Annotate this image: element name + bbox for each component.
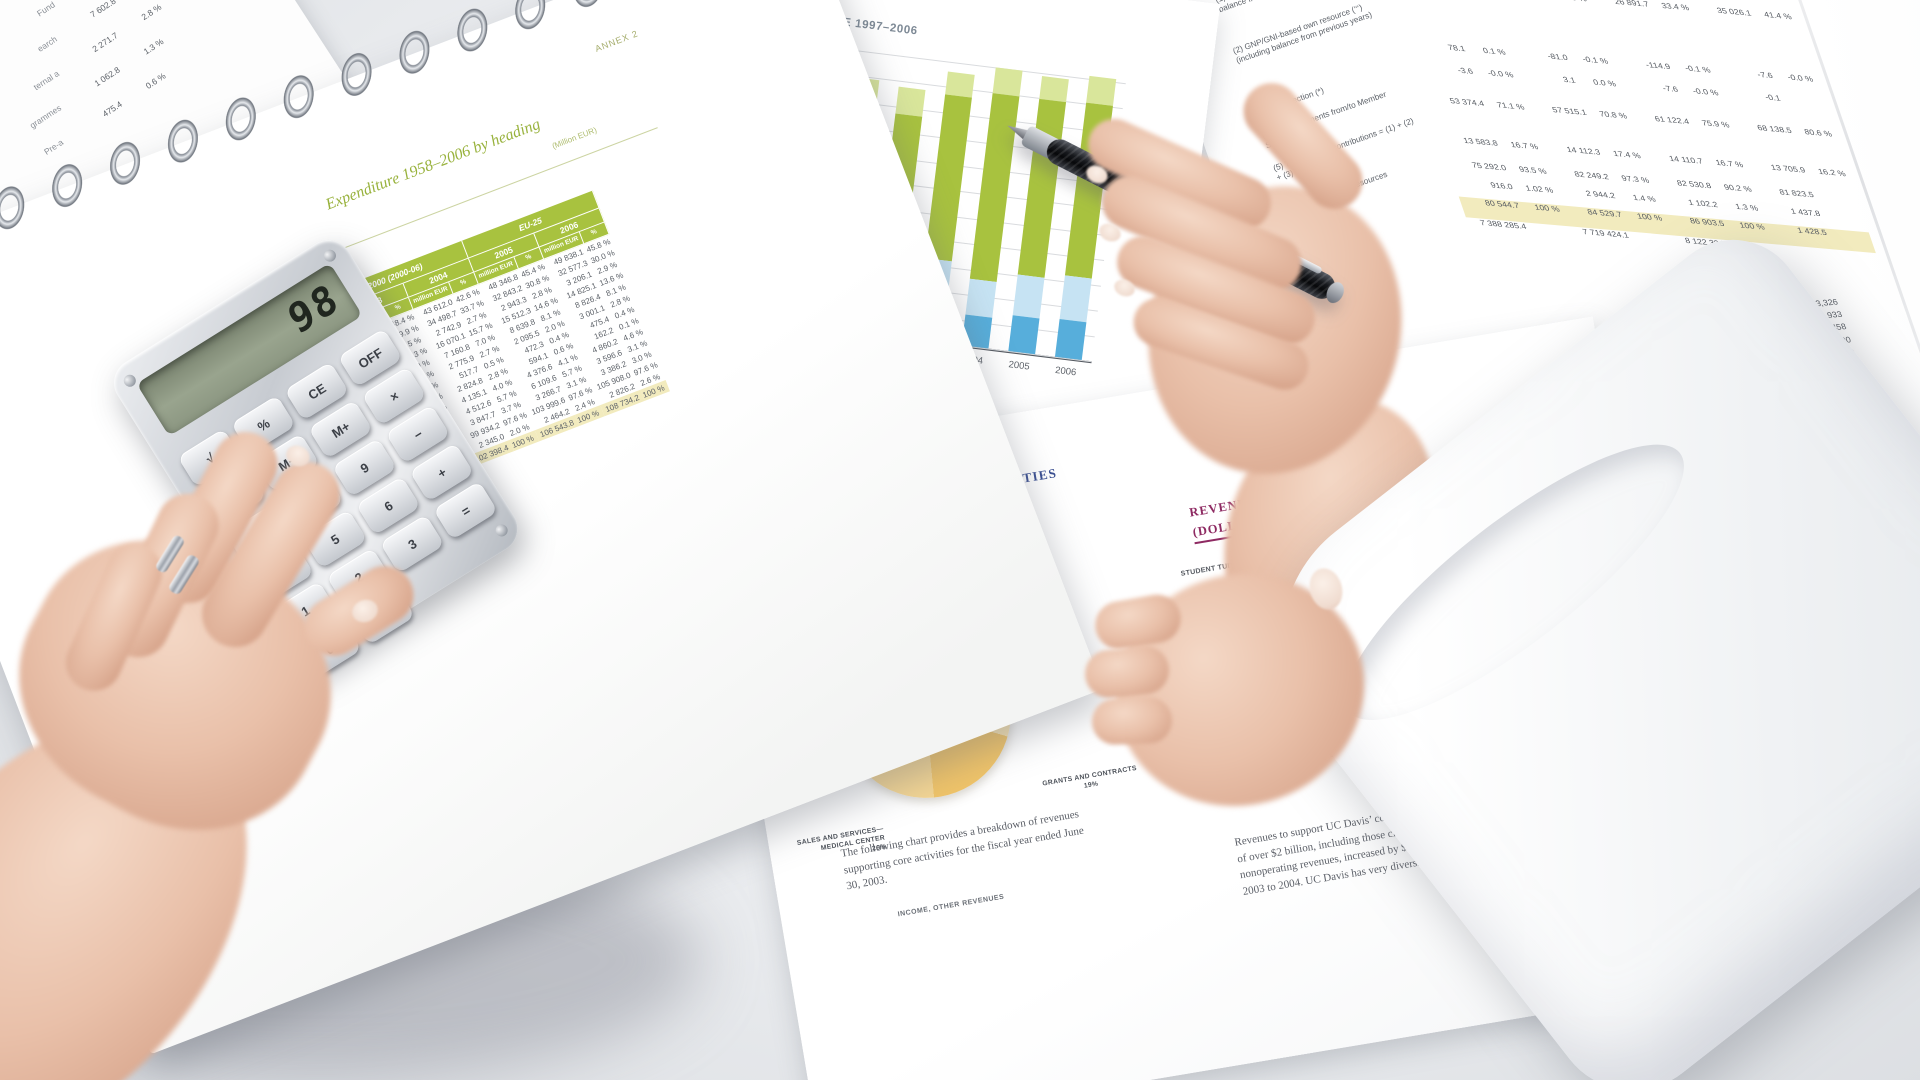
screw-icon: [321, 247, 339, 264]
calculator-digits: 98: [281, 274, 347, 344]
x-tick-label: 2005: [1007, 359, 1031, 373]
spiral-coil-icon: [103, 135, 147, 192]
uc-bottom-left-paragraph: The following chart provides a breakdown…: [840, 792, 1174, 895]
bar-segment: [1086, 76, 1117, 106]
spiral-coil-icon: [0, 180, 31, 236]
row-value: 2 271.7: [90, 30, 120, 55]
bar-segment: [924, 94, 972, 262]
bar-segment: [1059, 275, 1092, 323]
spiral-coil-icon: [450, 2, 494, 58]
bar-segment: [1012, 274, 1045, 319]
row-pct: 0.6 %: [143, 70, 168, 91]
spiral-coil-icon: [335, 46, 379, 103]
value-cell: [1836, 250, 1884, 274]
row-pct: 2.8 %: [139, 1, 164, 23]
spiral-coil-icon: [219, 91, 263, 147]
row-value: 475.4: [100, 98, 124, 119]
knuckle: [1091, 696, 1173, 746]
pie-slice-label: GRANTS AND CONTRACTS 19%: [1036, 763, 1146, 799]
spiral-coil-icon: [566, 0, 610, 14]
row-pct: 1.3 %: [141, 36, 166, 57]
left-page-row: ection28 624.134.8 %: [0, 0, 157, 12]
spiral-coil-icon: [161, 113, 205, 169]
annex-label: ANNEX 2: [593, 28, 640, 54]
spiral-coil-icon: [392, 24, 436, 81]
bar-segment: [895, 86, 926, 118]
spiral-coil-icon: [45, 157, 89, 214]
notebook-unit-note: (Million EUR): [550, 125, 599, 151]
bar-segment: [945, 71, 975, 98]
row-value: 1 062.8: [92, 64, 122, 89]
bar-segment: [1008, 315, 1040, 355]
bar-segment: [1054, 318, 1087, 361]
bar-segment: [1039, 75, 1069, 103]
bar-segment: [969, 93, 1020, 283]
bar-segment: [965, 279, 997, 318]
uc-bottom-fragment: INCOME, OTHER REVENUES: [897, 893, 1005, 919]
x-tick-label: 2006: [1054, 364, 1077, 379]
spiral-coil-icon: [508, 0, 552, 36]
bar-segment: [992, 67, 1023, 97]
screw-icon: [121, 372, 139, 389]
spiral-coil-icon: [277, 68, 321, 125]
